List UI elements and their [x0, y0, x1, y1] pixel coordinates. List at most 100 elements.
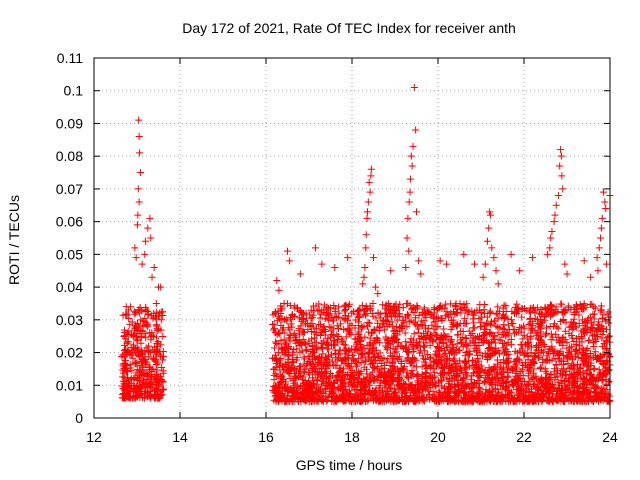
data-point: [508, 319, 516, 327]
data-point: [593, 254, 601, 262]
data-point: [541, 331, 549, 339]
y-tick-label: 0.03: [56, 312, 83, 328]
data-point: [494, 323, 502, 331]
data-point: [362, 244, 370, 252]
data-point: [479, 273, 487, 281]
data-point: [141, 353, 149, 361]
data-point: [539, 355, 547, 363]
data-point: [387, 267, 395, 275]
y-tick-label: 0.09: [56, 115, 83, 131]
data-point: [137, 332, 145, 340]
data-point: [270, 320, 278, 328]
data-point: [496, 324, 504, 332]
data-point: [572, 324, 580, 332]
data-point: [134, 211, 142, 219]
data-point: [597, 302, 605, 310]
data-point: [552, 201, 560, 209]
data-point: [142, 237, 150, 245]
data-point: [151, 394, 159, 402]
data-point: [370, 254, 377, 262]
data-point: [132, 254, 140, 262]
data-point: [494, 303, 502, 311]
data-point: [442, 355, 450, 363]
data-point: [557, 152, 565, 160]
data-point: [550, 218, 558, 226]
data-point: [152, 299, 160, 307]
data-point: [458, 304, 466, 312]
data-point: [367, 165, 375, 173]
data-point: [410, 83, 418, 91]
data-point: [559, 185, 567, 193]
data-point: [598, 214, 606, 222]
data-point: [359, 280, 367, 288]
y-tick-label: 0.07: [56, 181, 83, 197]
data-point: [403, 300, 411, 308]
data-point: [405, 318, 413, 326]
data-point: [398, 343, 406, 351]
data-point: [492, 267, 500, 275]
data-point: [412, 305, 420, 313]
data-point: [453, 340, 461, 348]
data-point: [127, 366, 135, 374]
data-point: [144, 388, 152, 396]
data-point: [134, 376, 142, 384]
data-point: [461, 334, 469, 342]
data-point: [366, 188, 374, 196]
data-point: [135, 133, 143, 141]
data-point: [324, 345, 332, 353]
data-point: [146, 349, 154, 357]
data-point: [595, 244, 603, 252]
data-point: [499, 325, 507, 333]
data-point: [121, 356, 129, 364]
data-point: [414, 371, 422, 379]
data-point: [284, 300, 292, 308]
y-tick-label: 0: [75, 410, 83, 426]
data-point: [518, 313, 526, 321]
data-point: [121, 345, 129, 353]
data-point: [404, 214, 412, 222]
data-point: [470, 319, 478, 327]
data-point: [277, 306, 285, 314]
data-point: [128, 318, 136, 326]
data-point: [159, 378, 167, 386]
data-point: [342, 333, 350, 341]
data-point: [143, 323, 151, 331]
data-point: [296, 270, 304, 278]
data-point: [159, 385, 167, 393]
data-point: [372, 283, 380, 291]
data-point: [119, 369, 127, 377]
data-point: [587, 273, 595, 281]
data-point: [132, 334, 140, 342]
data-point: [365, 178, 373, 186]
data-point: [367, 172, 375, 180]
data-point: [152, 381, 160, 389]
data-point: [551, 211, 559, 219]
data-point: [518, 366, 526, 374]
data-point: [124, 389, 132, 397]
data-point: [420, 343, 428, 351]
data-point: [269, 354, 277, 362]
data-point: [146, 393, 154, 401]
data-point: [314, 307, 322, 315]
data-point: [142, 369, 150, 377]
data-point: [151, 373, 159, 381]
y-tick-label: 0.1: [64, 83, 84, 99]
data-point: [139, 364, 147, 372]
data-point: [157, 341, 165, 349]
data-point: [157, 326, 165, 334]
data-point: [138, 260, 146, 268]
y-tick-label: 0.02: [56, 345, 83, 361]
data-point: [144, 311, 152, 319]
data-point: [286, 257, 294, 265]
data-point: [157, 353, 165, 361]
data-point: [137, 339, 145, 347]
data-point: [434, 343, 442, 351]
data-point: [462, 335, 470, 343]
data-point: [548, 227, 556, 235]
data-point: [121, 335, 129, 343]
data-point: [487, 321, 495, 329]
data-point: [345, 312, 353, 320]
x-axis-label: GPS time / hours: [296, 457, 403, 473]
data-point: [145, 379, 153, 387]
